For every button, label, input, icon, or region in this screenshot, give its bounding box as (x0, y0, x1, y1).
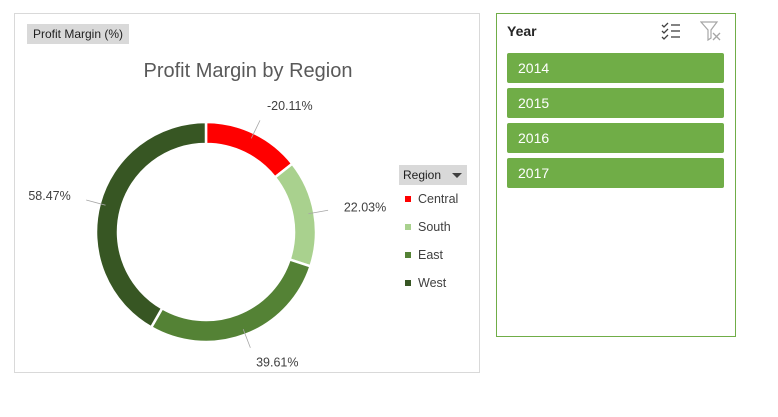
donut-slice-south[interactable] (273, 161, 318, 268)
leader-line (242, 328, 251, 348)
legend-item-south: South (405, 219, 479, 247)
legend: Region Central South East West (399, 165, 479, 303)
slicer-item-2017[interactable]: 2017 (507, 158, 724, 188)
donut-chart: -20.11% 22.03% 39.61% 58.47% (28, 99, 386, 370)
slicer-item-2016[interactable]: 2016 (507, 123, 724, 153)
chart-title-text: Profit Margin by Region (143, 60, 353, 82)
pivot-chart[interactable]: Profit Margin (%) Profit Margin by Regio… (14, 13, 480, 373)
legend-item-east: East (405, 247, 479, 275)
multi-select-icon[interactable] (660, 21, 682, 41)
legend-label: South (418, 220, 451, 234)
slicer-title: Year (507, 23, 537, 39)
donut-slice-west[interactable] (94, 120, 208, 330)
dropdown-arrow-icon (452, 173, 462, 178)
data-label-east: 39.61% (256, 356, 298, 370)
year-slicer[interactable]: Year 2014 2015 2016 2017 (496, 13, 736, 337)
data-label-west: 58.47% (28, 189, 70, 203)
leader-line (308, 209, 329, 215)
legend-swatch (405, 280, 411, 286)
legend-item-central: Central (405, 191, 479, 219)
leader-line (86, 199, 106, 206)
data-label-central: -20.11% (267, 99, 313, 113)
leader-line (250, 120, 261, 139)
legend-header-label: Region (403, 168, 442, 182)
legend-swatch (405, 196, 411, 202)
legend-item-west: West (405, 275, 479, 303)
legend-label: East (418, 248, 444, 262)
slicer-item-2015[interactable]: 2015 (507, 88, 724, 118)
legend-swatch (405, 224, 411, 230)
data-label-south: 22.03% (344, 200, 386, 214)
legend-label: West (418, 276, 447, 290)
field-button-profit-margin[interactable]: Profit Margin (%) (27, 24, 130, 44)
donut-slice-east[interactable] (149, 257, 313, 344)
clear-filter-icon[interactable] (700, 21, 722, 41)
legend-label: Central (418, 192, 459, 206)
legend-swatch (405, 252, 411, 258)
legend-filter-button[interactable]: Region (399, 165, 467, 185)
donut-slice-central[interactable] (204, 120, 294, 180)
legend-list: Central South East West (405, 191, 479, 303)
chart-title: Profit Margin by Region (15, 60, 481, 83)
slicer-item-2014[interactable]: 2014 (507, 53, 724, 83)
slicer-items: 2014 2015 2016 2017 (507, 53, 724, 193)
